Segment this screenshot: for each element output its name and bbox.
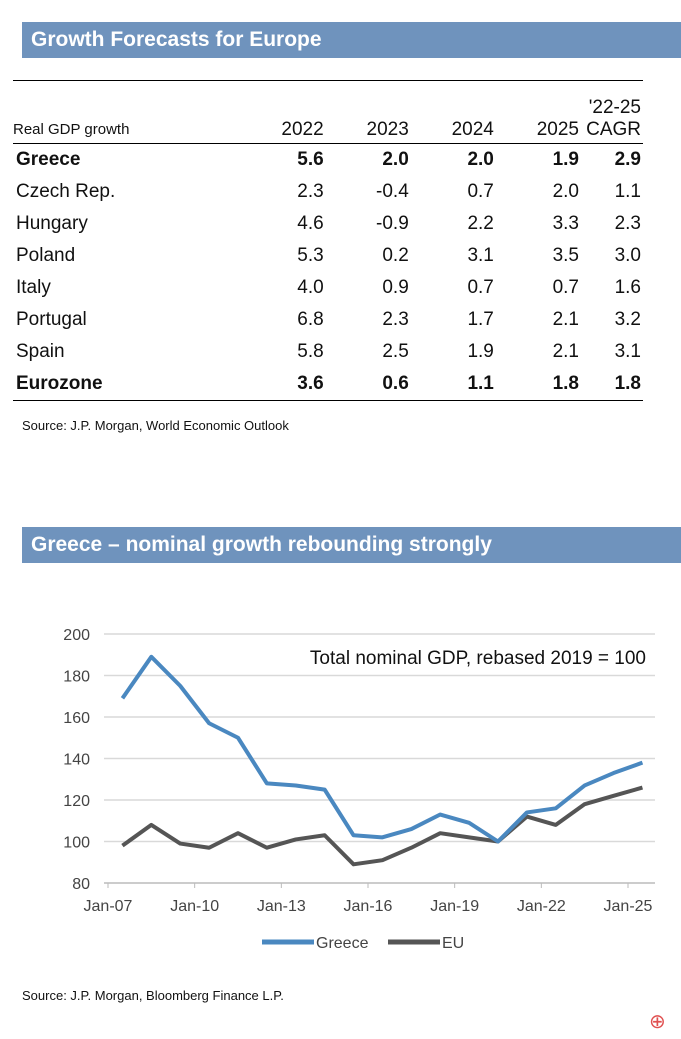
column-header: Real GDP growth <box>13 121 130 138</box>
country-cell: Greece <box>16 149 81 170</box>
value-cell: 2.3 <box>382 309 409 330</box>
value-cell: 6.8 <box>297 309 324 330</box>
y-tick-label: 140 <box>63 752 90 769</box>
x-tick-label: Jan-22 <box>517 898 566 915</box>
table-row: Czech Rep. 2.3 -0.4 0.7 2.0 1.1 <box>13 176 643 208</box>
value-cell: 0.7 <box>467 181 494 202</box>
country-cell: Italy <box>16 277 51 298</box>
y-tick-label: 180 <box>63 669 90 686</box>
value-cell: 4.6 <box>297 213 324 234</box>
table-row: Italy 4.0 0.9 0.7 0.7 1.6 <box>13 272 643 304</box>
table-source: Source: J.P. Morgan, World Economic Outl… <box>22 418 289 433</box>
value-cell: 3.0 <box>614 245 641 266</box>
chart-source: Source: J.P. Morgan, Bloomberg Finance L… <box>22 988 284 1003</box>
chart-title: Greece – nominal growth rebounding stron… <box>22 527 681 563</box>
zoom-icon[interactable]: ⊕ <box>649 1011 666 1033</box>
country-cell: Spain <box>16 341 65 362</box>
value-cell: 1.1 <box>467 373 494 394</box>
value-cell: 2.1 <box>552 341 579 362</box>
country-cell: Czech Rep. <box>16 181 116 202</box>
value-cell: 1.1 <box>614 181 641 202</box>
value-cell: 3.2 <box>614 309 641 330</box>
value-cell: 1.9 <box>467 341 494 362</box>
value-cell: 1.8 <box>552 373 579 394</box>
value-cell: 3.5 <box>552 245 579 266</box>
column-header: 2025 <box>536 119 579 140</box>
country-cell: Portugal <box>16 309 87 330</box>
table-row: Eurozone 3.6 0.6 1.1 1.8 1.8 <box>13 368 643 401</box>
table-row: Portugal 6.8 2.3 1.7 2.1 3.2 <box>13 304 643 336</box>
value-cell: 3.3 <box>552 213 579 234</box>
value-cell: 2.9 <box>614 149 641 170</box>
value-cell: 2.1 <box>552 309 579 330</box>
table-row: Spain 5.8 2.5 1.9 2.1 3.1 <box>13 336 643 368</box>
value-cell: 0.6 <box>382 373 409 394</box>
value-cell: -0.9 <box>376 213 409 234</box>
value-cell: 2.0 <box>552 181 579 202</box>
y-tick-label: 120 <box>63 793 90 810</box>
table-row: Poland 5.3 0.2 3.1 3.5 3.0 <box>13 240 643 272</box>
value-cell: 4.0 <box>297 277 324 298</box>
y-tick-label: 160 <box>63 710 90 727</box>
value-cell: 5.3 <box>297 245 324 266</box>
growth-table: Real GDP growth 2022 2023 2024 2025 '22-25 CA… <box>13 80 643 401</box>
legend-label: EU <box>442 935 464 952</box>
country-cell: Poland <box>16 245 76 266</box>
gdp-chart: 80 100 120 140 160 180 200 Jan-07 Jan-10 Jan-13 Ja… <box>63 627 655 952</box>
table-row: Hungary 4.6 -0.9 2.2 3.3 2.3 <box>13 208 643 240</box>
x-tick-label: Jan-19 <box>430 898 479 915</box>
value-cell: 0.7 <box>552 277 579 298</box>
y-tick-label: 80 <box>72 876 90 893</box>
chart-annotation: Total nominal GDP, rebased 2019 = 100 <box>310 648 646 669</box>
value-cell: 0.7 <box>467 277 494 298</box>
x-tick-label: Jan-16 <box>344 898 393 915</box>
table-row: Greece 5.6 2.0 2.0 1.9 2.9 <box>13 144 643 177</box>
value-cell: -0.4 <box>376 181 409 202</box>
value-cell: 3.1 <box>467 245 494 266</box>
value-cell: 2.2 <box>467 213 494 234</box>
value-cell: 2.3 <box>614 213 641 234</box>
value-cell: 1.7 <box>467 309 494 330</box>
value-cell: 1.8 <box>614 373 641 394</box>
column-header: 2023 <box>366 119 409 140</box>
value-cell: 2.5 <box>382 341 409 362</box>
value-cell: 3.1 <box>614 341 641 362</box>
value-cell: 5.8 <box>297 341 324 362</box>
column-header: '22-25 CAGR <box>586 97 641 140</box>
y-tick-label: 100 <box>63 835 90 852</box>
value-cell: 5.6 <box>297 149 324 170</box>
series-line-greece <box>120 654 644 844</box>
column-header: 2024 <box>451 119 494 140</box>
value-cell: 0.2 <box>382 245 409 266</box>
legend-label: Greece <box>316 935 369 952</box>
country-cell: Hungary <box>16 213 88 234</box>
value-cell: 2.0 <box>382 149 409 170</box>
x-tick-label: Jan-25 <box>604 898 653 915</box>
value-cell: 3.6 <box>297 373 324 394</box>
x-tick-label: Jan-13 <box>257 898 306 915</box>
value-cell: 2.3 <box>297 181 324 202</box>
x-tick-label: Jan-07 <box>84 898 133 915</box>
value-cell: 0.9 <box>382 277 409 298</box>
table-title: Growth Forecasts for Europe <box>22 22 681 58</box>
y-tick-label: 200 <box>63 627 90 644</box>
value-cell: 2.0 <box>467 149 494 170</box>
x-tick-label: Jan-10 <box>170 898 219 915</box>
column-header: 2022 <box>281 119 324 140</box>
value-cell: 1.9 <box>552 149 579 170</box>
value-cell: 1.6 <box>614 277 641 298</box>
country-cell: Eurozone <box>16 373 103 394</box>
